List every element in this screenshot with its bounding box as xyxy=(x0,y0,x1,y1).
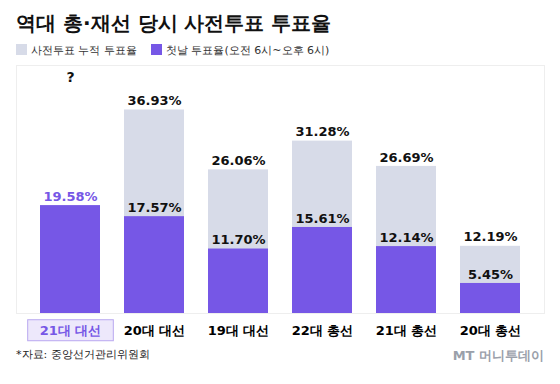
svg-text:11.70%: 11.70% xyxy=(211,232,265,247)
svg-text:12.19%: 12.19% xyxy=(463,229,517,244)
html-text:MT 머니투데이: MT 머니투데이 xyxy=(452,348,544,363)
html-text:역대 총·재선 당시 사전투표 투표율: 역대 총·재선 당시 사전투표 투표율 xyxy=(16,11,332,35)
svg-text:26.06%: 26.06% xyxy=(211,153,265,168)
svg-text:26.69%: 26.69% xyxy=(379,150,433,165)
svg-text:17.57%: 17.57% xyxy=(127,200,181,215)
svg-text:19대 대선: 19대 대선 xyxy=(208,323,270,338)
svg-text:15.61%: 15.61% xyxy=(295,211,349,226)
svg-text:5.45%: 5.45% xyxy=(468,267,513,282)
html-text:*자료: 중앙선거관리위원회: *자료: 중앙선거관리위원회 xyxy=(16,348,150,361)
svg-text:12.14%: 12.14% xyxy=(379,230,433,245)
svg-text:20대 대선: 20대 대선 xyxy=(124,323,186,338)
svg-text:21대 총선: 21대 총선 xyxy=(376,323,438,338)
svg-text:19.58%: 19.58% xyxy=(43,189,97,204)
svg-text:21대 대선: 21대 대선 xyxy=(40,323,102,338)
svg-text:22대 총선: 22대 총선 xyxy=(292,323,354,338)
svg-text:31.28%: 31.28% xyxy=(295,124,349,139)
svg-text:36.93%: 36.93% xyxy=(127,93,181,108)
svg-text:20대 총선: 20대 총선 xyxy=(460,323,522,338)
svg-text:?: ? xyxy=(66,69,74,85)
html-text:사전투표 누적 투표율: 사전투표 누적 투표율 xyxy=(31,43,137,57)
html-text:첫날 투표율(오전 6시~오후 6시): 첫날 투표율(오전 6시~오후 6시) xyxy=(166,43,330,57)
